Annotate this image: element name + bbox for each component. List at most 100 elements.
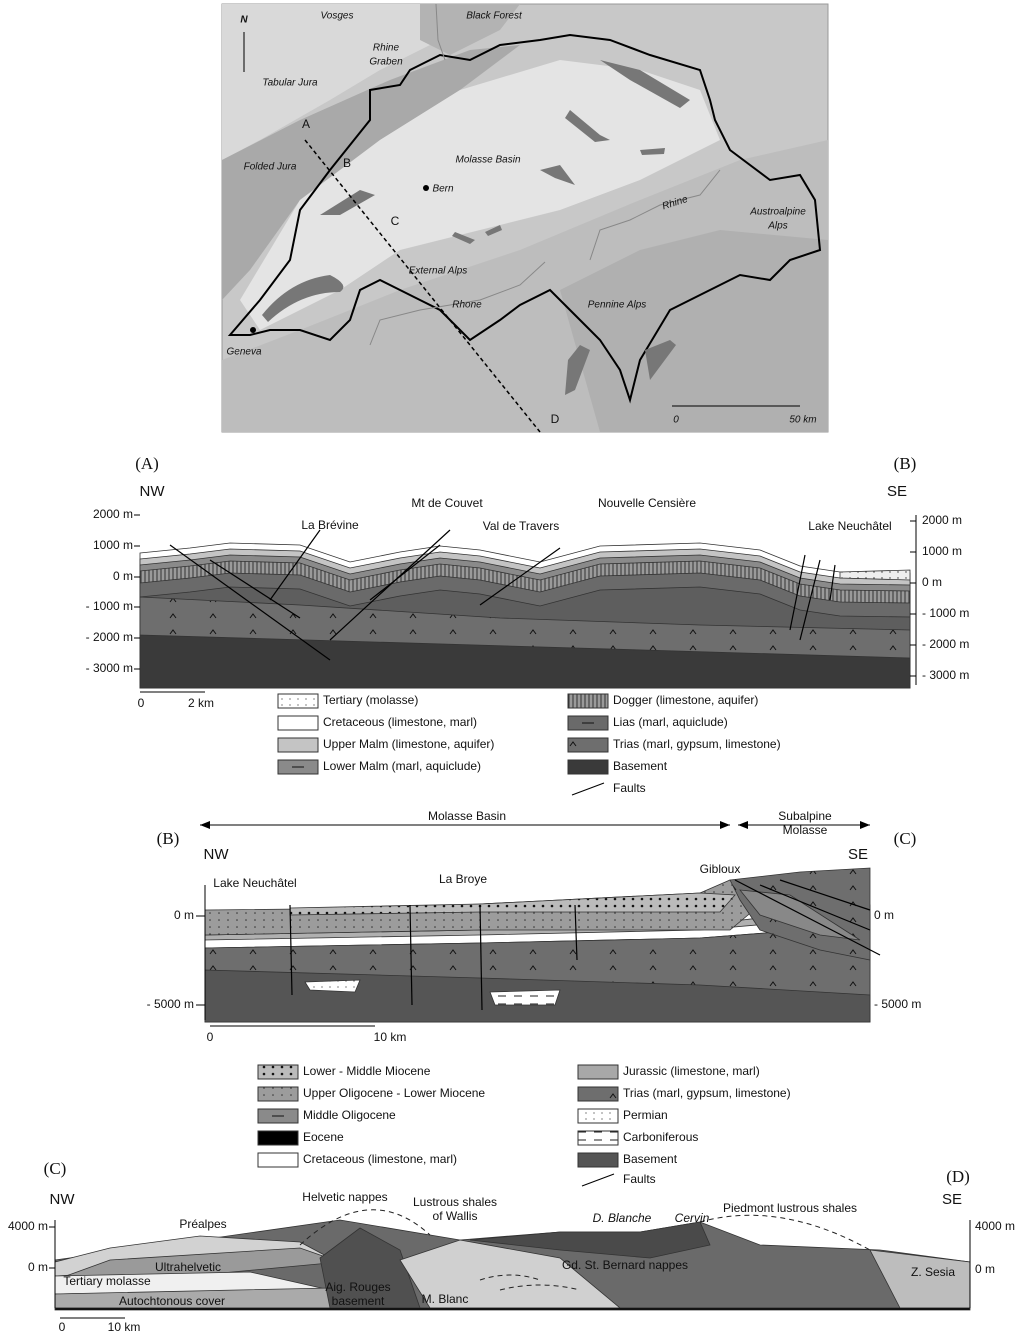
legend-label: Cretaceous (limestone, marl) [323,715,477,729]
legend-label: Basement [613,759,668,773]
legend-label: Basement [623,1152,678,1166]
place-label: Lake Neuchâtel [213,876,296,890]
scale-label: 50 km [789,415,816,426]
city-label: Geneva [226,347,261,358]
legend-swatch [278,738,318,752]
depth-label: 0 m [874,908,894,922]
depth-label: - 2000 m [922,637,969,651]
place-label: La Broye [439,872,487,886]
direction: SE [848,846,868,863]
region-label: Tabular Jura [262,78,318,89]
legend-swatch [578,1153,618,1167]
legend-swatch [578,1087,618,1101]
legend-swatch [278,694,318,708]
unit-label: Lustrous shales [413,1195,497,1209]
depth-label: 2000 m [93,507,133,521]
depth-label: 1000 m [922,544,962,558]
place-label: Gibloux [700,862,741,876]
legend-swatch [278,716,318,730]
legend-swatch [578,1109,618,1123]
region-label: Alps [767,221,787,232]
depth-label: 2000 m [922,513,962,527]
legend-label: Lower - Middle Miocene [303,1064,431,1078]
depth-label: 0 m [113,569,133,583]
scale-label: 0 [59,1320,66,1334]
section-end: (C) [44,1159,67,1178]
river-label: Rhone [452,300,482,311]
legend-fault [582,1174,614,1186]
depth-label: 4000 m [8,1219,48,1233]
legend-fault [572,783,604,795]
depth-label: - 5000 m [147,997,194,1011]
depth-label: - 3000 m [922,668,969,682]
legend-label: Cretaceous (limestone, marl) [303,1152,457,1166]
legend-swatch [578,1131,618,1145]
layer [290,893,735,915]
page: (A) (B) NW SE 2000 m 1000 m 0 m - 1000 m - 2000 … [0,0,1026,1335]
place-label: Mt de Couvet [411,496,483,510]
legend-label: Faults [623,1172,656,1186]
depth-label: 4000 m [975,1219,1015,1233]
unit-label: Tertiary molasse [63,1274,151,1288]
layer [55,1308,970,1310]
direction: NW [140,483,166,500]
legend-label: Dogger (limestone, aquifer) [613,693,758,707]
city-dot [250,327,256,333]
section-point: D [551,412,560,426]
unit-label: Z. Sesia [911,1265,955,1279]
unit-label: M. Blanc [422,1292,469,1306]
unit-label: basement [332,1294,385,1308]
depth-label: - 3000 m [86,661,133,675]
scale-label: 2 km [188,696,214,710]
region-label: Rhine [373,43,400,54]
legend-swatch [258,1065,298,1079]
section-point: A [302,117,310,131]
scale-label: 0 [207,1030,214,1044]
legend-label: Middle Oligocene [303,1108,396,1122]
depth-label: - 1000 m [86,599,133,613]
direction: SE [887,483,907,500]
unit-label: Piedmont lustrous shales [723,1201,857,1215]
legend-label: Jurassic (limestone, marl) [623,1064,760,1078]
depth-label: - 2000 m [86,630,133,644]
region-label: External Alps [409,266,468,277]
place-label: La Brévine [301,518,359,532]
legend-label: Faults [613,781,646,795]
legend-swatch [258,1087,298,1101]
unit-label: Cervin [675,1211,710,1225]
legend-label: Eocene [303,1130,344,1144]
depth-label: - 1000 m [922,606,969,620]
unit-label: Autochtonous cover [119,1294,225,1308]
legend-label: Upper Malm (limestone, aquifer) [323,737,494,751]
region-label: Vosges [321,11,354,22]
city-label: Bern [432,184,454,195]
label: N [240,15,248,26]
section-end: (A) [135,454,159,473]
unit-label: Ultrahelvetic [155,1260,221,1274]
domain-label: Subalpine [778,809,832,823]
scale-label: 0 [673,415,679,426]
section-point: C [391,214,400,228]
section-end: (B) [894,454,917,473]
unit-label: Aig. Rouges [325,1280,390,1294]
scale-label: 10 km [108,1320,141,1334]
depth-label: - 5000 m [874,997,921,1011]
region-label: Austroalpine [749,207,806,218]
figure: (A) (B) NW SE 2000 m 1000 m 0 m - 1000 m - 2000 … [0,0,1026,1335]
domain-label: Molasse [783,823,828,837]
unit-label: Préalpes [179,1217,226,1231]
section-end: (D) [946,1167,970,1186]
depth-label: 0 m [28,1260,48,1274]
region-label: Graben [369,57,403,68]
layer [840,570,910,580]
map [222,4,828,432]
legend-swatch [568,738,608,752]
legend-label: Carboniferous [623,1130,698,1144]
direction: NW [204,846,230,863]
scale-label: 10 km [374,1030,407,1044]
city-dot [423,185,429,191]
layer [305,980,360,992]
section-end: (B) [157,829,180,848]
section-end: (C) [894,829,917,848]
